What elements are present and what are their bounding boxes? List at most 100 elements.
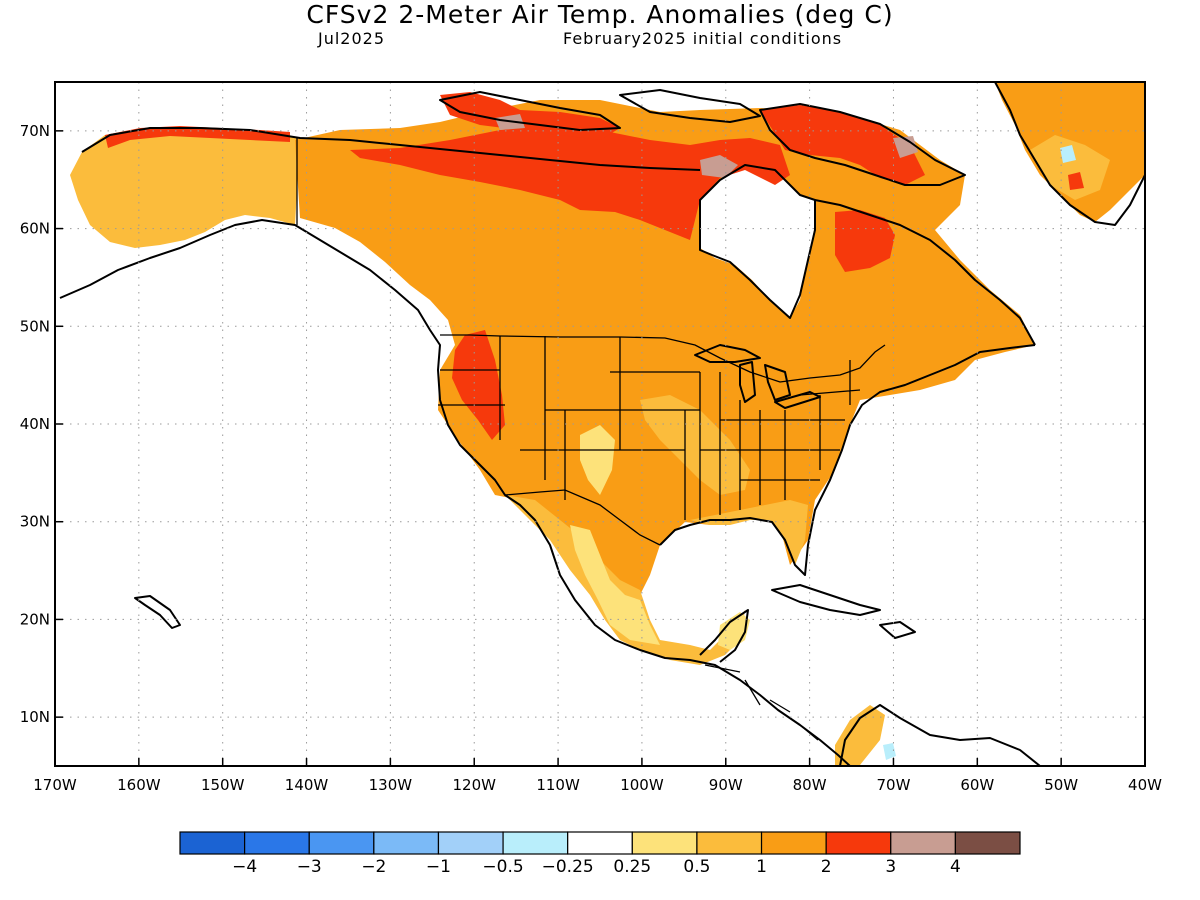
yucatan-coastline [699,609,749,663]
central-america-borders [704,664,819,741]
lon-tick-label: 130W [369,776,413,794]
lat-tick-label: 40N [20,415,50,433]
mexico-light-area [570,525,660,645]
pacific-northwest-anomaly-area [452,330,505,440]
lon-tick-label: 120W [452,776,496,794]
south-america-anomaly-area [835,705,885,766]
great-lakes-huron [764,364,791,401]
us-mexico-border [504,489,661,546]
lon-tick-label: 60W [960,776,994,794]
axis-ticks [54,130,1146,766]
colorbar-swatch [760,831,827,855]
colorbar-label: −2 [361,857,386,877]
colorbar-label: −0.25 [542,857,594,877]
colorbar-swatch [244,831,310,855]
colorbar-swatch [179,831,246,855]
baffin-anomaly-area [760,105,925,185]
colorbar-label: 2 [821,857,832,877]
hawaii-coastline [134,595,181,629]
colorbar-swatch [373,831,440,855]
lon-tick-label: 150W [201,776,245,794]
cuba-coastline [771,584,881,616]
south-america-coastline [839,704,1041,766]
political-borders [296,138,886,741]
lon-tick-label: 140W [285,776,329,794]
north-america-coastline [59,219,851,766]
colorado-light-area [580,425,615,495]
alaska-north-anomaly-area [105,126,290,148]
yucatan-light-area [718,612,750,650]
colorbar-label: −4 [232,857,257,877]
greenland-hot-patch [1068,172,1084,190]
hudson-bay-coastline [699,164,816,319]
colorbar-label: −1 [426,857,451,877]
alaska-anomaly-area [70,128,300,248]
colorbar-label: 0.5 [683,857,710,877]
colorbar-swatch [696,831,763,855]
lon-tick-label: 80W [793,776,827,794]
lon-tick-label: 90W [709,776,743,794]
state-lines-east [699,360,861,520]
hudson-bay-blank [700,165,815,318]
labrador-coastline [814,199,1036,346]
arctic-island-2 [619,89,761,123]
lon-tick-label: 50W [1044,776,1078,794]
map-title: CFSv2 2-Meter Air Temp. Anomalies (deg C… [306,0,894,29]
colorbar-swatch [890,831,956,855]
lon-tick-label: 70W [877,776,911,794]
coastlines [59,82,1145,766]
valid-month-label: Jul2025 [318,29,386,48]
latitude-labels: 70N 60N 50N 40N 30N 20N 10N [20,122,50,726]
lon-tick-label: 160W [117,776,161,794]
lat-tick-label: 70N [20,122,50,140]
southeast-anomaly-area [690,500,808,565]
great-lakes-michigan [739,361,756,403]
lon-tick-label: 100W [620,776,664,794]
colorbar-swatch [502,831,569,855]
arctic-warm-patch-1 [700,155,738,178]
colorbar-swatch [631,831,698,855]
colorbar-label: −0.5 [482,857,523,877]
colorbar-label: 0.25 [613,857,651,877]
colorbar-swatch [567,831,633,855]
arctic-archipelago-anomaly-area [350,125,790,240]
colorbar-label: −3 [297,857,322,877]
colorbar-swatch [437,831,504,855]
colorbar [179,831,1021,855]
colorbar-swatch [308,831,375,855]
great-lakes-superior [694,344,761,363]
state-lines-west [438,336,700,520]
arctic-north-anomaly-area [440,92,620,140]
greenland-cool-patch [1060,145,1076,163]
lat-tick-label: 60N [20,220,50,238]
colorbar-swatch [954,831,1021,855]
colorbar-label: 4 [950,857,961,877]
baffin-island [759,103,966,186]
graticule [55,82,1145,766]
greenland-coastline [994,82,1145,226]
lat-tick-label: 10N [20,708,50,726]
hispaniola-coastline [879,621,916,639]
initial-conditions-label: February2025 initial conditions [563,29,843,48]
arctic-island-1 [439,91,621,131]
lat-tick-label: 50N [20,317,50,335]
caribbean-cool-patch [883,743,896,760]
central-anomaly-area [640,395,750,495]
colorbar-label: 3 [885,857,896,877]
longitude-labels: 170W 160W 150W 140W 130W 120W 110W 100W 90W 80W 70… [33,776,1162,794]
anomaly-shading [70,82,1145,766]
colorbar-label: 1 [756,857,767,877]
lat-tick-label: 30N [20,513,50,531]
us-canada-border [440,334,886,383]
lon-tick-label: 110W [536,776,580,794]
gulf-coastline [659,344,1036,576]
lon-tick-label: 40W [1128,776,1162,794]
colorbar-labels: −4 −3 −2 −1 −0.5 −0.25 0.25 0.5 1 2 3 4 [232,857,961,877]
arctic-warm-patch-2 [893,136,918,158]
colorbar-swatch [825,831,892,855]
lat-tick-label: 20N [20,610,50,628]
lon-tick-label: 170W [33,776,77,794]
southwest-anomaly-area [505,495,745,665]
quebec-anomaly-area [835,210,895,272]
